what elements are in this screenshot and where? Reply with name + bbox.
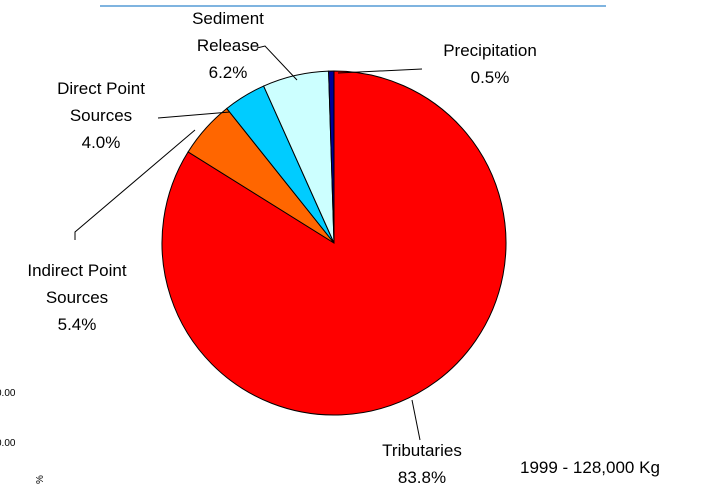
value-label: 6.2%: [208, 63, 248, 82]
leader-line: [157, 111, 231, 119]
value-label: 83.8%: [397, 468, 447, 487]
leader-line: [337, 68, 423, 74]
leader-line: [411, 399, 421, 441]
annotation: 1999 - 128,000 Kg: [520, 458, 660, 477]
category-label: Indirect Point Sources: [27, 261, 127, 307]
leader-line: [74, 129, 196, 240]
pie-slice: [161, 70, 507, 416]
category-label: Precipitation: [443, 41, 537, 60]
leader-line: [256, 45, 298, 81]
fragment-label: 0.00: [0, 388, 16, 399]
slice-label: Direct Point Sources 4.0%: [41, 75, 161, 156]
slice-label: Indirect Point Sources 5.4%: [7, 257, 147, 338]
value-label: 4.0%: [81, 133, 121, 152]
value-label: 5.4%: [57, 315, 97, 334]
fragment-label: %: [34, 475, 46, 484]
slice-label: Sediment Release 6.2%: [183, 5, 273, 86]
category-label: Sediment Release: [192, 9, 264, 55]
category-label: Tributaries: [382, 441, 462, 460]
slice-label: Precipitation 0.5%: [425, 37, 555, 91]
fragment-label: 0.00: [0, 438, 16, 449]
category-label: Direct Point Sources: [57, 79, 145, 125]
slice-label: Tributaries 83.8%: [362, 437, 482, 491]
pie-slice: [328, 70, 335, 244]
leader-lines: [74, 45, 423, 441]
value-label: 0.5%: [470, 68, 510, 87]
